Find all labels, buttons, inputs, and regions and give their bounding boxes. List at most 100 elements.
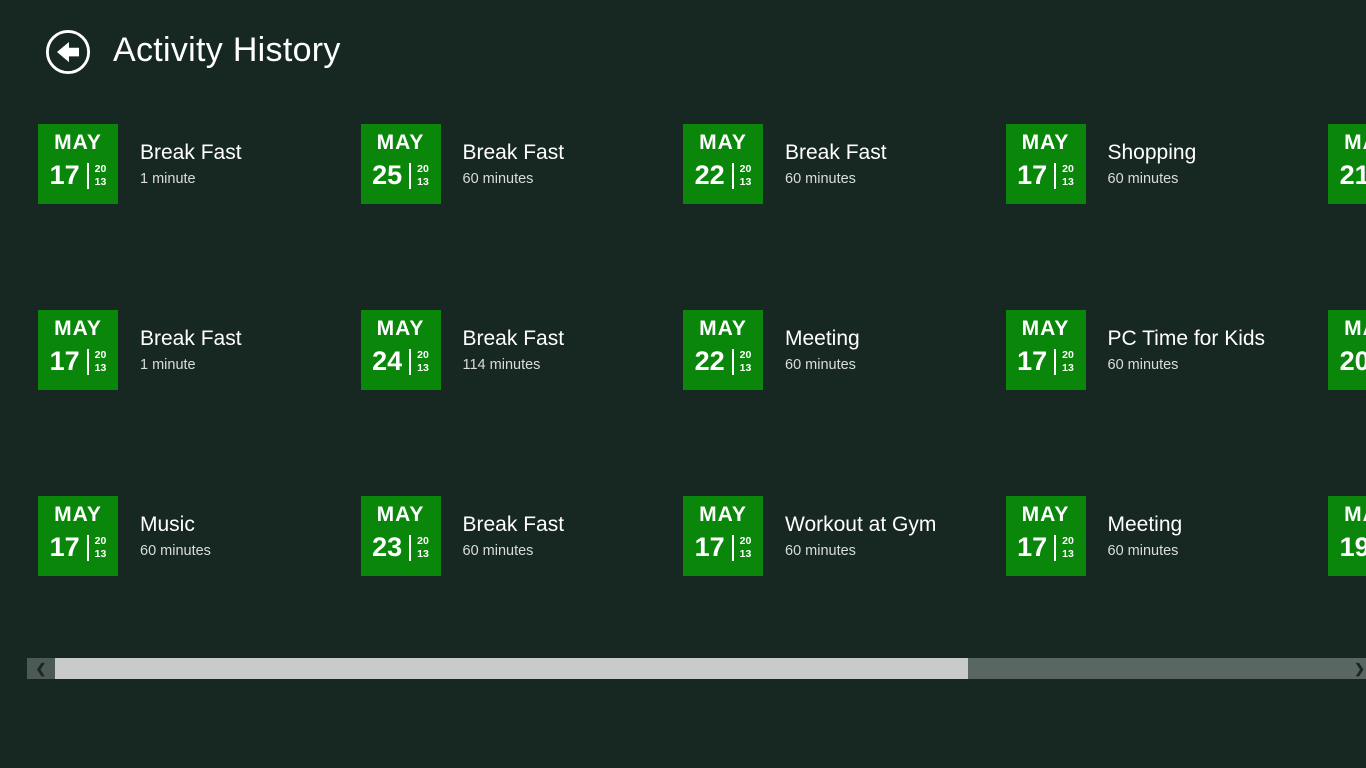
tile-day: 22 — [694, 346, 725, 376]
tile-year-bottom: 13 — [417, 361, 429, 374]
date-separator — [731, 348, 734, 375]
tile-month: MAY — [376, 317, 425, 340]
tile-row: MAY 17 20 13 Break Fast 1 minute MAY 24 … — [38, 310, 1366, 390]
back-button[interactable] — [45, 29, 91, 75]
date-badge-icon: MAY 22 20 13 — [683, 124, 763, 204]
tile-title: Meeting — [785, 327, 860, 350]
tile-title: Break Fast — [462, 513, 565, 536]
tile-year-top: 20 — [94, 162, 107, 175]
activity-tile[interactable]: MAY 23 20 13 Break Fast 60 minutes — [360, 496, 684, 576]
activity-tile[interactable]: MAY 20 20 13 — [1328, 310, 1366, 390]
tile-duration: 60 minutes — [1107, 357, 1179, 374]
tile-day: 17 — [1017, 346, 1048, 376]
tile-year-top: 20 — [739, 348, 752, 361]
tile-duration: 60 minutes — [785, 543, 856, 560]
tile-year-top: 20 — [1062, 348, 1074, 361]
tile-month: MAY — [1344, 503, 1366, 526]
activity-tile[interactable]: MAY 17 20 13 Break Fast 1 minute — [38, 124, 361, 204]
scrollbar-track[interactable]: ❯ — [968, 658, 1366, 679]
tile-month: MAY — [376, 131, 425, 154]
tile-day: 17 — [1017, 160, 1048, 190]
tile-title: Break Fast — [462, 141, 565, 164]
tile-year-top: 20 — [1062, 162, 1074, 175]
tile-day: 21 — [1339, 160, 1366, 190]
tile-day: 20 — [1339, 346, 1366, 376]
tile-title: Shopping — [1107, 141, 1197, 164]
tile-day: 25 — [372, 160, 403, 190]
tile-duration: 60 minutes — [785, 357, 856, 374]
tile-year-bottom: 13 — [94, 175, 107, 188]
tile-month: MAY — [376, 503, 425, 526]
tile-duration: 60 minutes — [462, 171, 534, 188]
tile-year-top: 20 — [94, 534, 107, 547]
date-badge-icon: MAY 17 20 13 — [38, 496, 118, 576]
tile-day: 17 — [694, 532, 725, 562]
tile-title: PC Time for Kids — [1107, 327, 1266, 350]
tile-month: MAY — [1344, 317, 1366, 340]
date-separator — [409, 348, 412, 375]
date-badge-icon: MAY 17 20 13 — [38, 124, 118, 204]
tile-duration: 60 minutes — [785, 171, 856, 188]
app-header: Activity History — [0, 0, 341, 100]
tile-title: Meeting — [1107, 513, 1183, 536]
tile-month: MAY — [1021, 503, 1070, 526]
tile-year-bottom: 13 — [1062, 361, 1074, 374]
date-badge-icon: MAY 17 20 13 — [1005, 310, 1086, 390]
tile-title: Break Fast — [140, 327, 242, 350]
date-separator — [86, 162, 89, 189]
back-arrow-icon — [45, 29, 91, 75]
tile-title: Break Fast — [140, 141, 242, 164]
tile-year-top: 20 — [94, 348, 107, 361]
tile-day: 24 — [372, 346, 403, 376]
date-badge-icon: MAY 22 20 13 — [683, 310, 763, 390]
activity-tile[interactable]: MAY 17 20 13 Workout at Gym 60 minutes — [683, 496, 1006, 576]
date-badge-icon: MAY 20 20 13 — [1328, 310, 1366, 390]
date-badge-icon: MAY 17 20 13 — [38, 310, 118, 390]
activity-tile[interactable]: MAY 19 20 13 — [1328, 496, 1366, 576]
activity-tile[interactable]: MAY 21 20 13 — [1328, 124, 1366, 204]
date-separator — [731, 162, 734, 189]
activity-tile[interactable]: MAY 22 20 13 Meeting 60 minutes — [683, 310, 1006, 390]
activity-tile[interactable]: MAY 17 20 13 Break Fast 1 minute — [38, 310, 361, 390]
tile-day: 22 — [694, 160, 725, 190]
date-badge-icon: MAY 25 20 13 — [360, 124, 441, 204]
scroll-left-button[interactable]: ❮ — [27, 658, 55, 679]
tile-month: MAY — [699, 503, 747, 526]
tile-year-bottom: 13 — [1062, 175, 1074, 188]
tile-duration: 1 minute — [140, 171, 196, 188]
tile-month: MAY — [699, 317, 747, 340]
tile-day: 17 — [49, 160, 80, 190]
tile-year-bottom: 13 — [94, 547, 107, 560]
tile-month: MAY — [54, 503, 102, 526]
tile-title: Break Fast — [785, 141, 887, 164]
chevron-left-icon: ❮ — [35, 660, 47, 676]
activity-grid: MAY 17 20 13 Break Fast 1 minute MAY 25 … — [38, 124, 1366, 682]
tile-duration: 114 minutes — [462, 357, 541, 374]
tile-title: Music — [140, 513, 195, 536]
activity-tile[interactable]: MAY 17 20 13 Shopping 60 minutes — [1005, 124, 1329, 204]
chevron-right-icon: ❯ — [1354, 660, 1365, 676]
tile-year-top: 20 — [417, 534, 429, 547]
activity-tile[interactable]: MAY 25 20 13 Break Fast 60 minutes — [360, 124, 684, 204]
page-title: Activity History — [113, 30, 341, 69]
tile-duration: 60 minutes — [462, 543, 534, 560]
date-badge-icon: MAY 17 20 13 — [1005, 496, 1086, 576]
date-separator — [1054, 534, 1057, 561]
tile-day: 17 — [49, 346, 80, 376]
activity-tile[interactable]: MAY 17 20 13 Meeting 60 minutes — [1005, 496, 1329, 576]
activity-tile[interactable]: MAY 17 20 13 Music 60 minutes — [38, 496, 361, 576]
date-badge-icon: MAY 23 20 13 — [360, 496, 441, 576]
activity-tile[interactable]: MAY 17 20 13 PC Time for Kids 60 minutes — [1005, 310, 1329, 390]
tile-year-bottom: 13 — [417, 175, 429, 188]
date-badge-icon: MAY 21 20 13 — [1328, 124, 1366, 204]
horizontal-scrollbar: ❮ ❯ — [27, 658, 1366, 679]
activity-tile[interactable]: MAY 24 20 13 Break Fast 114 minutes — [360, 310, 684, 390]
tile-row: MAY 17 20 13 Break Fast 1 minute MAY 25 … — [38, 124, 1366, 204]
tile-year-top: 20 — [739, 162, 752, 175]
scrollbar-thumb[interactable] — [55, 658, 968, 679]
tile-month: MAY — [1021, 131, 1070, 154]
tile-month: MAY — [699, 131, 747, 154]
date-separator — [1054, 348, 1057, 375]
tile-year-top: 20 — [417, 348, 429, 361]
activity-tile[interactable]: MAY 22 20 13 Break Fast 60 minutes — [683, 124, 1006, 204]
